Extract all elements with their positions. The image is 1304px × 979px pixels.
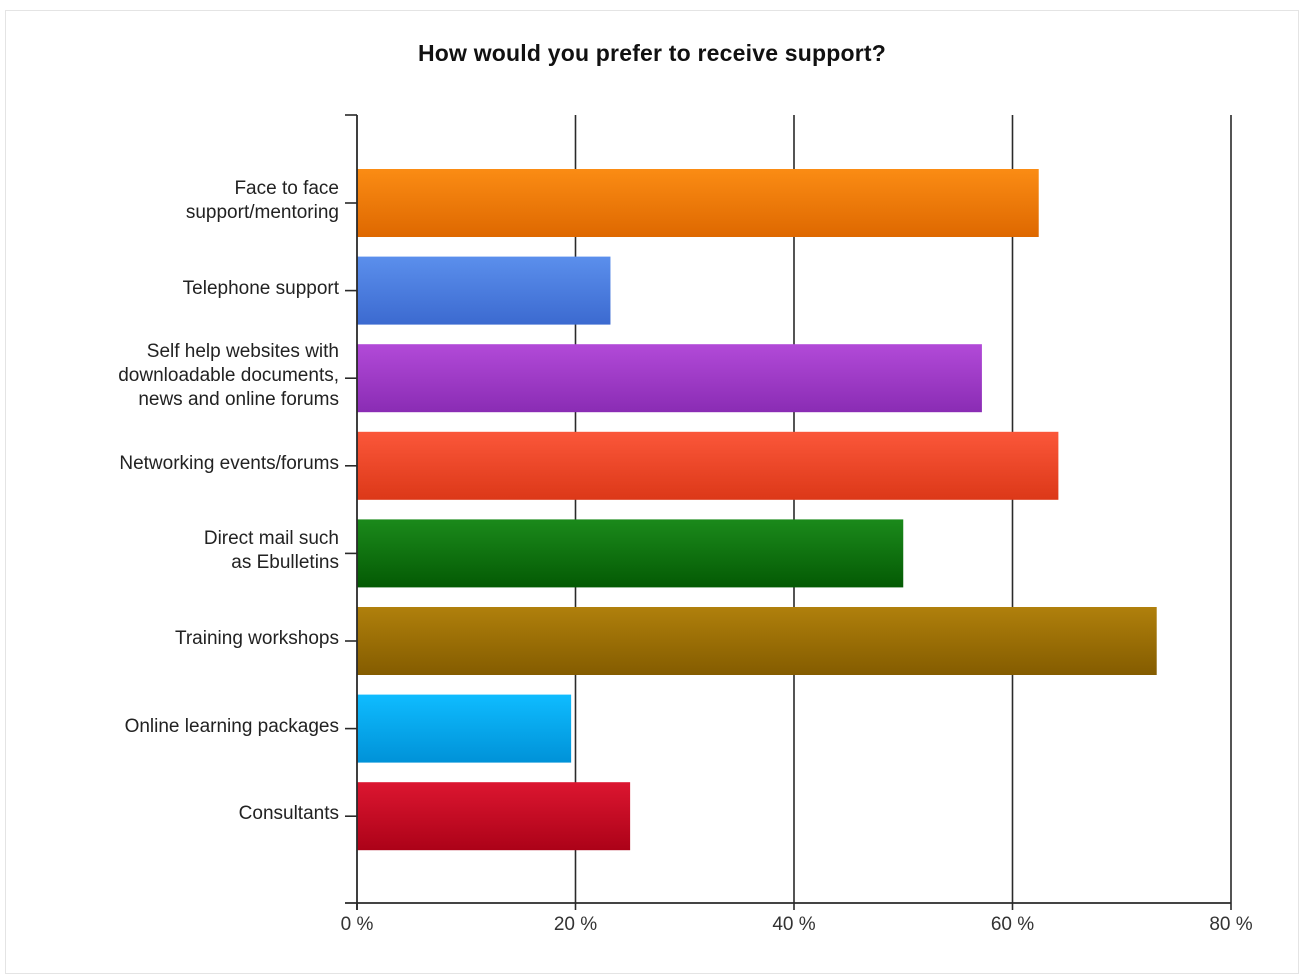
bar	[357, 256, 611, 325]
chart-title: How would you prefer to receive support?	[417, 40, 887, 66]
bar	[357, 344, 982, 413]
category-label: Networking events/forums	[119, 452, 339, 474]
bar	[357, 607, 1157, 675]
category-label: Online learning packages	[124, 715, 339, 737]
bar	[357, 431, 1059, 500]
bar	[357, 694, 572, 763]
bar	[357, 169, 1039, 237]
category-label: Consultants	[238, 803, 339, 825]
bars	[357, 169, 1157, 851]
x-tick-label: 20 %	[553, 914, 598, 935]
category-label: Training workshops	[174, 628, 339, 649]
category-label: Self help websites with downloadable doc…	[118, 341, 339, 411]
x-tick-label: 80 %	[1209, 914, 1253, 935]
bar	[357, 519, 904, 588]
gridlines	[574, 115, 1232, 903]
bar	[357, 782, 631, 851]
category-label: Face to face support/mentoring	[185, 178, 339, 223]
x-tick-label: 0 %	[340, 914, 374, 935]
axes	[345, 114, 1232, 910]
x-tick-label: 60 %	[990, 914, 1035, 935]
category-label: Telephone support	[182, 277, 339, 299]
x-tick-label: 40 %	[772, 914, 816, 935]
category-label: Direct mail such as Ebulletins	[203, 528, 339, 574]
